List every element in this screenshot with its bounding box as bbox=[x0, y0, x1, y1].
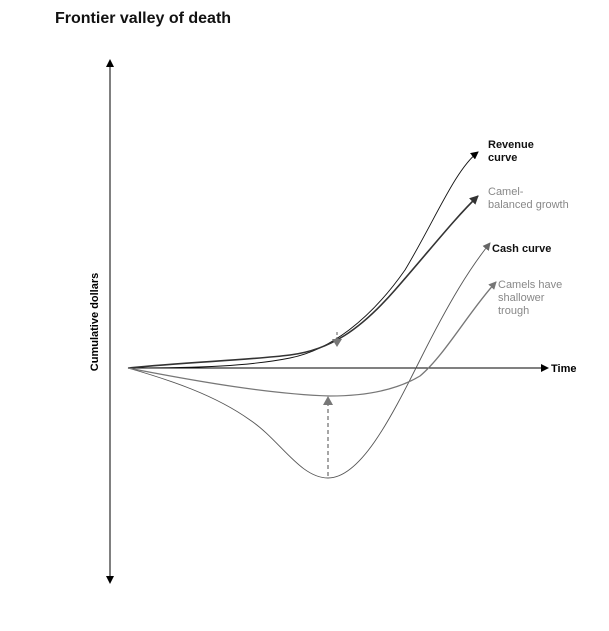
cash-curve-label-line-1: Cash curve bbox=[492, 243, 551, 255]
revenue-label-line-2: curve bbox=[488, 152, 517, 164]
diagram-title: Frontier valley of death bbox=[55, 10, 232, 27]
camel-growth-curve bbox=[127, 195, 479, 369]
trough-arrow-head-icon bbox=[323, 396, 333, 405]
cash-curve-label: Cash curve bbox=[492, 243, 551, 255]
revenue-label-line-1: Revenue bbox=[488, 139, 534, 151]
revenue-label: Revenue curve bbox=[488, 139, 537, 164]
camel-cash-label-line-1: Camels have bbox=[498, 279, 562, 291]
y-axis-label: Cumulative dollars bbox=[89, 273, 101, 371]
camel-cash-curve bbox=[127, 281, 497, 397]
camel-growth-label-line-2: balanced growth bbox=[488, 199, 569, 211]
revenue-arrow-head-icon bbox=[332, 339, 342, 347]
camel-cash-label-line-3: trough bbox=[498, 305, 529, 317]
x-axis-label: Time bbox=[551, 363, 576, 375]
camel-cash-label-line-2: shallower bbox=[498, 292, 545, 304]
y-axis-bottom-arrow-icon bbox=[106, 576, 114, 584]
revenue-curve bbox=[127, 151, 479, 369]
camel-cash-label: Camels have shallower trough bbox=[498, 279, 565, 317]
camel-growth-label-line-1: Camel- bbox=[488, 186, 524, 198]
cash-curve bbox=[127, 242, 491, 479]
camel-growth-label: Camel- balanced growth bbox=[488, 186, 569, 211]
